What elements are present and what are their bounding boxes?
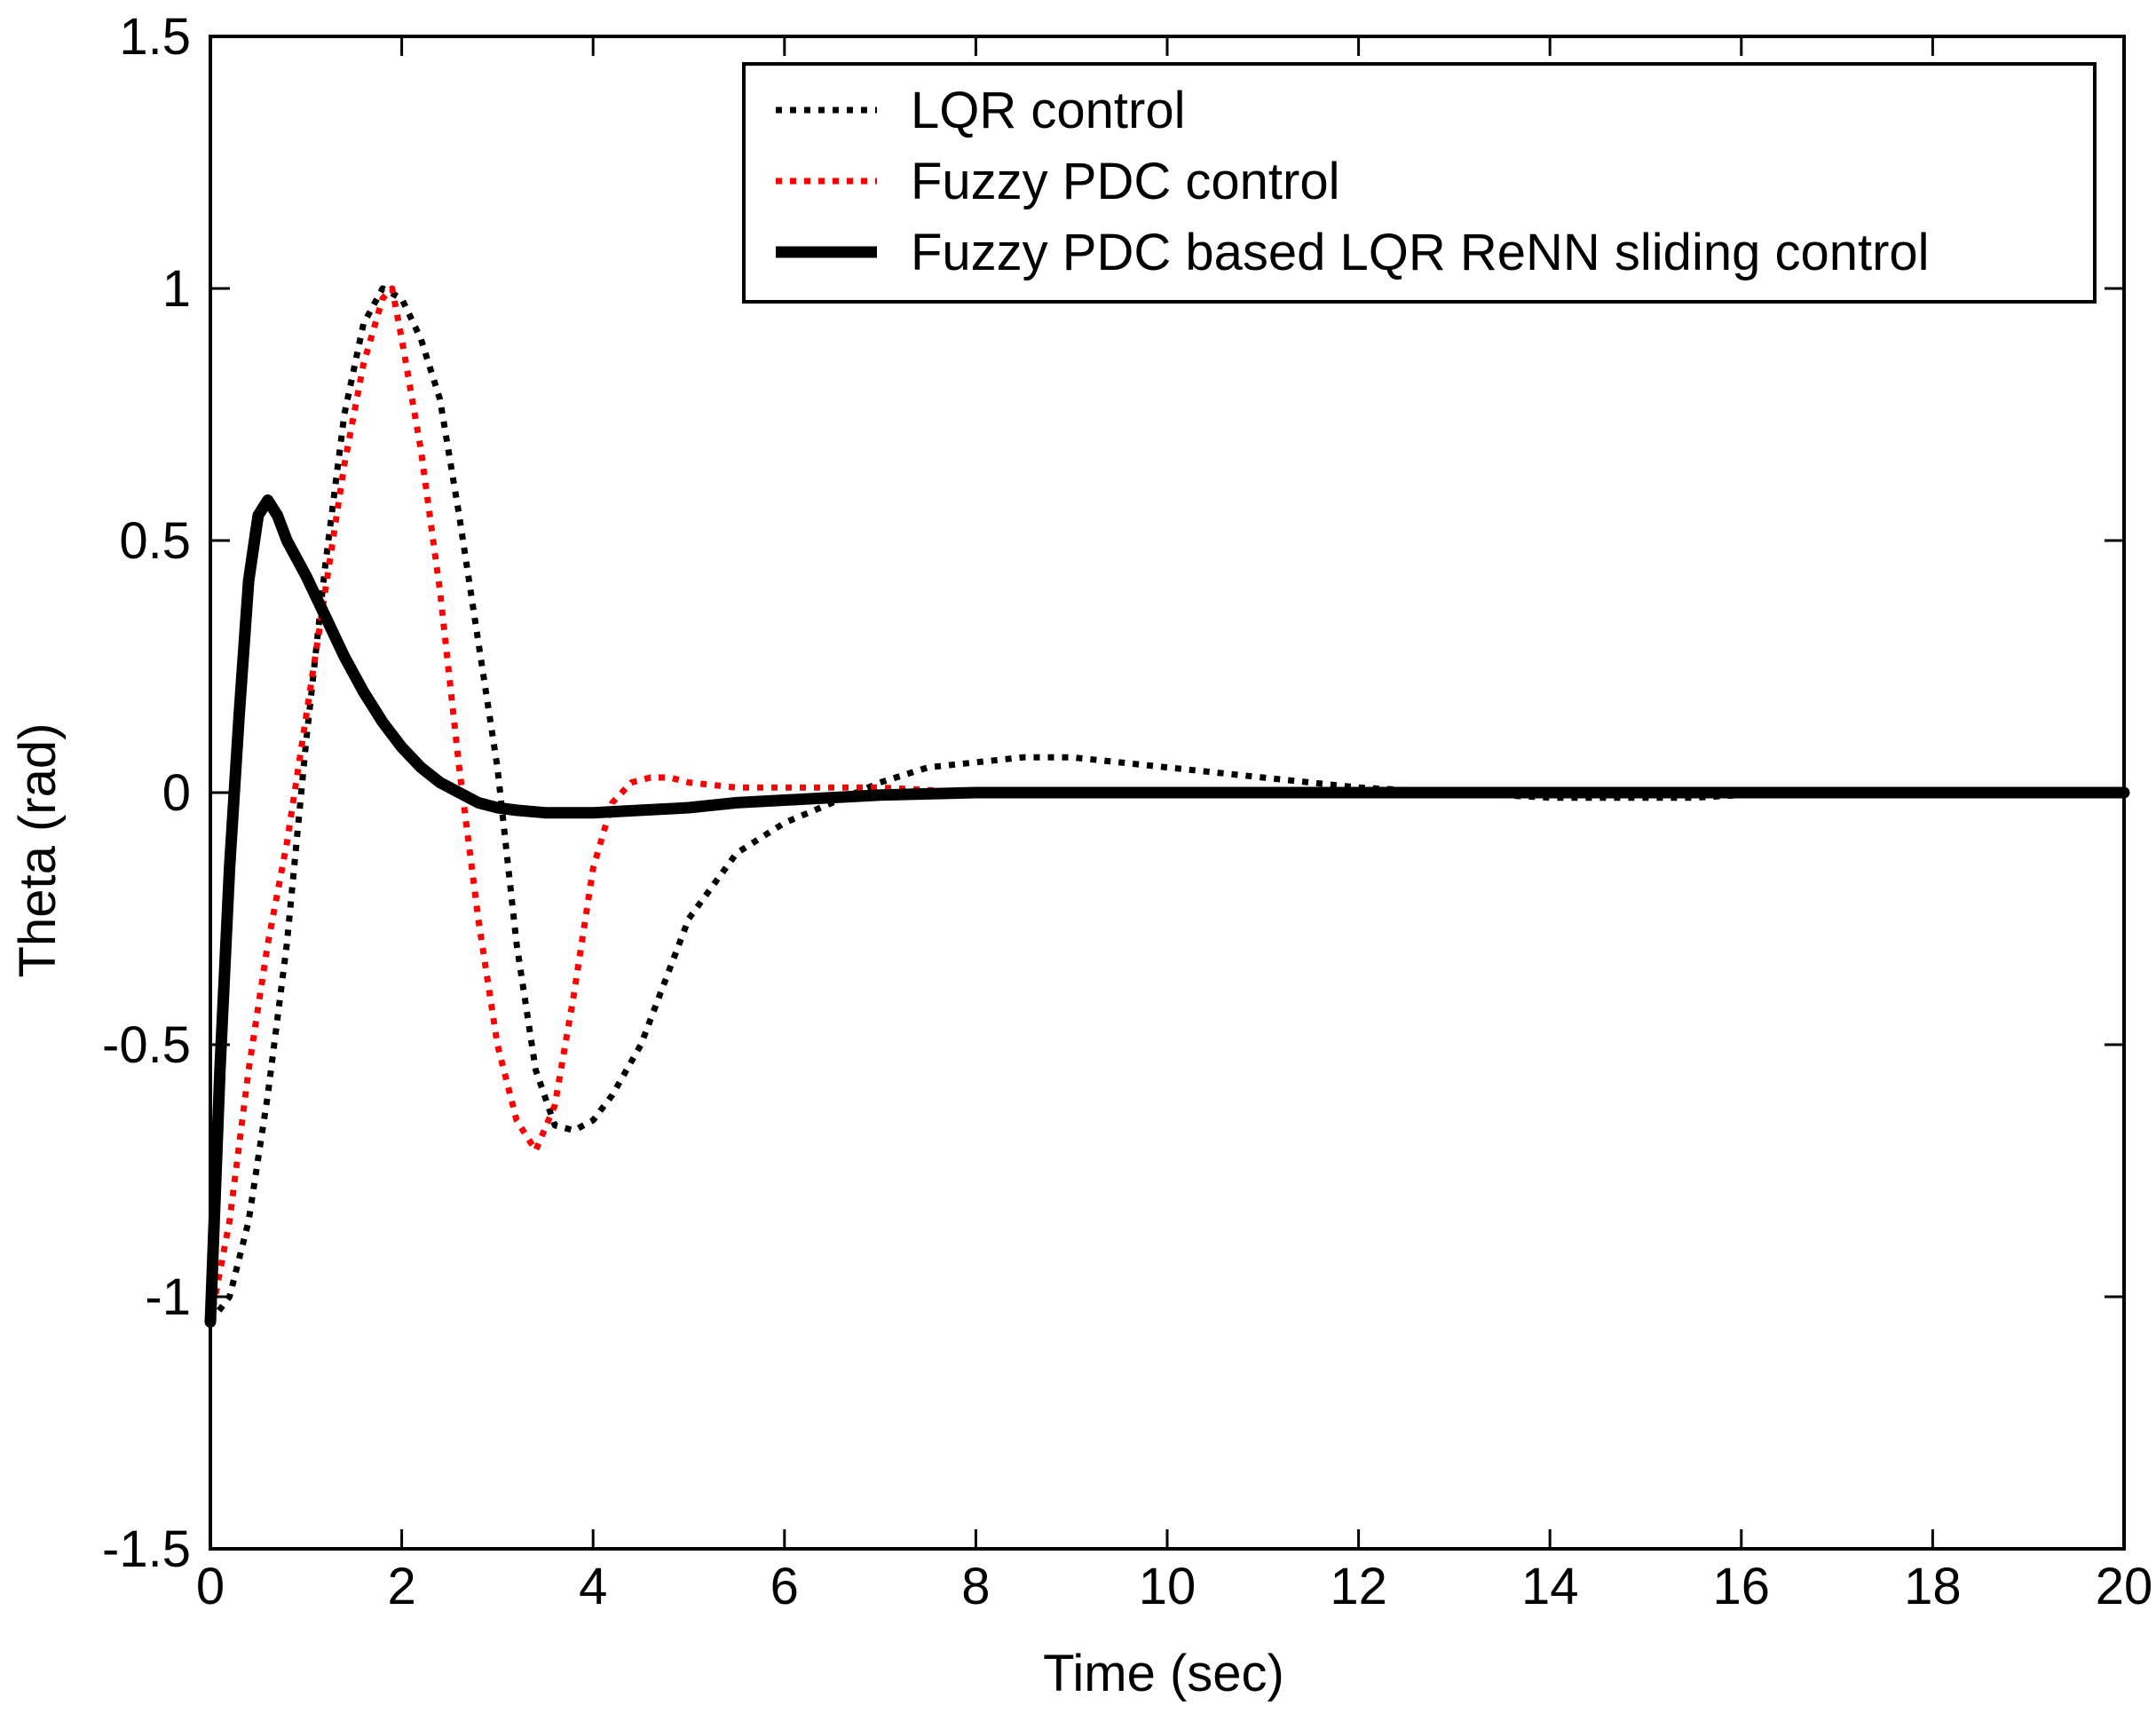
legend-label-2: Fuzzy PDC control [911,153,1339,210]
y-tick-label: -1 [145,1268,191,1326]
x-tick-label: 12 [1330,1558,1387,1615]
y-tick-label: -0.5 [102,1016,191,1074]
x-tick-label: 18 [1904,1558,1962,1615]
x-tick-label: 2 [387,1558,415,1615]
series-line-1 [208,285,2124,1324]
x-tick-label: 10 [1139,1558,1196,1615]
x-tick-label: 16 [1713,1558,1771,1615]
x-tick-label: 14 [1521,1558,1579,1615]
legend-box [742,62,2097,304]
legend-label-1: LQR control [911,82,1185,139]
x-tick-label: 8 [961,1558,990,1615]
legend-label-3: Fuzzy PDC based LQR ReNN sliding control [911,224,1930,281]
x-axis-label: Time (sec) [1043,1645,1284,1702]
y-tick-label: 0 [162,764,191,822]
y-tick-label: -1.5 [102,1520,191,1578]
y-tick-label: 1.5 [119,8,191,66]
series-line-2 [207,285,2124,1323]
series-line-3 [204,494,2130,1328]
series-layer [204,285,2130,1328]
y-tick-label: 1 [162,260,191,318]
x-tick-label: 20 [2096,1558,2153,1615]
x-tick-label: 0 [196,1558,225,1615]
y-tick-label: 0.5 [119,512,191,570]
y-axis-label: Theta (rad) [9,723,67,978]
ticks-layer: 0 2 4 6 8 10 12 14 16 18 20 -1.5 -1 -0.5 0 0.5 1 1.5 [102,8,2152,1615]
x-tick-label: 6 [770,1558,799,1615]
legend: LQR control Fuzzy PDC control Fuzzy PDC ba… [742,62,2097,304]
x-tick-label: 4 [579,1558,607,1615]
